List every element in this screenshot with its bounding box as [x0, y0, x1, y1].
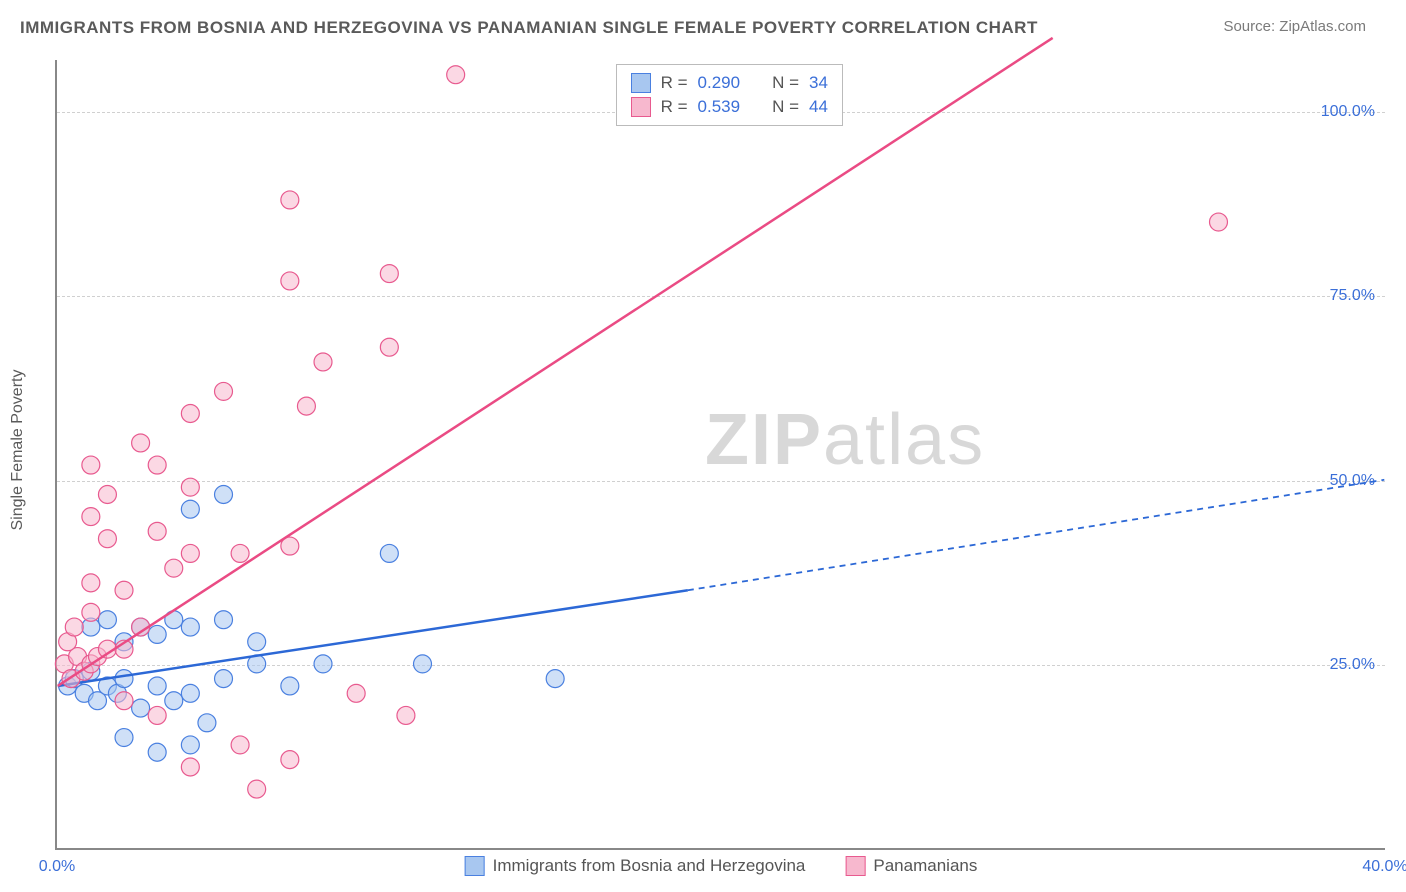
data-point-panamanian [65, 618, 83, 636]
data-point-panamanian [82, 603, 100, 621]
data-point-bosnia [215, 611, 233, 629]
data-point-panamanian [380, 338, 398, 356]
r-value: 0.539 [698, 97, 741, 117]
data-point-panamanian [248, 780, 266, 798]
data-point-bosnia [181, 684, 199, 702]
legend-label: Panamanians [873, 856, 977, 876]
swatch-bosnia [631, 73, 651, 93]
legend-row-bosnia: R = 0.290 N = 34 [631, 71, 828, 95]
legend-series: Immigrants from Bosnia and Herzegovina P… [465, 856, 978, 876]
data-point-bosnia [281, 677, 299, 695]
data-point-panamanian [380, 265, 398, 283]
data-point-bosnia [148, 625, 166, 643]
data-point-panamanian [1210, 213, 1228, 231]
data-point-panamanian [165, 559, 183, 577]
data-point-bosnia [198, 714, 216, 732]
y-axis-label: Single Female Poverty [9, 370, 27, 531]
title-bar: IMMIGRANTS FROM BOSNIA AND HERZEGOVINA V… [20, 18, 1386, 48]
data-point-bosnia [380, 544, 398, 562]
legend-row-panamanian: R = 0.539 N = 44 [631, 95, 828, 119]
data-point-panamanian [132, 434, 150, 452]
data-point-bosnia [148, 743, 166, 761]
n-label: N = [772, 97, 799, 117]
data-point-panamanian [148, 522, 166, 540]
r-label: R = [661, 73, 688, 93]
data-point-panamanian [314, 353, 332, 371]
data-point-panamanian [215, 382, 233, 400]
data-point-panamanian [181, 544, 199, 562]
plot-area: 25.0%50.0%75.0%100.0% ZIPatlas R = 0.290… [55, 60, 1385, 850]
data-point-panamanian [231, 736, 249, 754]
swatch-bosnia [465, 856, 485, 876]
data-point-panamanian [297, 397, 315, 415]
chart-title: IMMIGRANTS FROM BOSNIA AND HERZEGOVINA V… [20, 18, 1038, 37]
swatch-panamanian [631, 97, 651, 117]
data-point-bosnia [115, 729, 133, 747]
legend-label: Immigrants from Bosnia and Herzegovina [493, 856, 806, 876]
xtick-0: 0.0% [39, 858, 75, 876]
data-point-panamanian [281, 191, 299, 209]
data-point-bosnia [148, 677, 166, 695]
data-point-panamanian [82, 574, 100, 592]
n-label: N = [772, 73, 799, 93]
xtick-1: 40.0% [1362, 858, 1406, 876]
data-point-panamanian [397, 706, 415, 724]
n-value: 44 [809, 97, 828, 117]
legend-item-panamanian: Panamanians [845, 856, 977, 876]
data-point-bosnia [248, 633, 266, 651]
data-point-panamanian [148, 456, 166, 474]
data-point-bosnia [414, 655, 432, 673]
data-point-bosnia [98, 611, 116, 629]
data-point-bosnia [546, 670, 564, 688]
data-point-bosnia [132, 699, 150, 717]
source-label: Source: ZipAtlas.com [1223, 18, 1366, 35]
swatch-panamanian [845, 856, 865, 876]
data-point-panamanian [98, 486, 116, 504]
data-point-bosnia [181, 736, 199, 754]
data-point-bosnia [215, 670, 233, 688]
data-point-bosnia [181, 500, 199, 518]
data-point-panamanian [281, 272, 299, 290]
legend-correlation: R = 0.290 N = 34 R = 0.539 N = 44 [616, 64, 843, 126]
data-point-panamanian [115, 581, 133, 599]
data-point-panamanian [447, 66, 465, 84]
r-label: R = [661, 97, 688, 117]
trendline-dashed-bosnia [688, 480, 1384, 590]
data-point-panamanian [98, 530, 116, 548]
data-point-panamanian [115, 692, 133, 710]
data-point-panamanian [148, 706, 166, 724]
data-point-panamanian [281, 751, 299, 769]
n-value: 34 [809, 73, 828, 93]
data-point-panamanian [181, 405, 199, 423]
data-point-bosnia [115, 670, 133, 688]
scatter-svg [57, 60, 1385, 848]
data-point-panamanian [347, 684, 365, 702]
legend-item-bosnia: Immigrants from Bosnia and Herzegovina [465, 856, 806, 876]
data-point-panamanian [82, 456, 100, 474]
data-point-bosnia [181, 618, 199, 636]
data-point-bosnia [165, 692, 183, 710]
data-point-bosnia [215, 486, 233, 504]
r-value: 0.290 [698, 73, 741, 93]
data-point-panamanian [181, 758, 199, 776]
data-point-bosnia [314, 655, 332, 673]
data-point-panamanian [82, 508, 100, 526]
data-point-panamanian [231, 544, 249, 562]
trendline-panamanian [58, 38, 1053, 686]
data-point-panamanian [181, 478, 199, 496]
